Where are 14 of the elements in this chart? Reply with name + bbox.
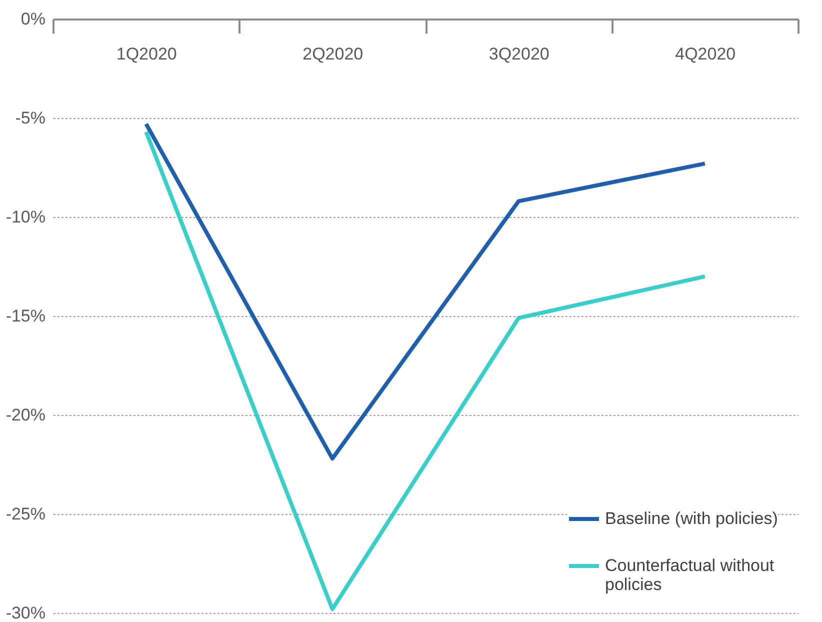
y-tick-label: -30% bbox=[6, 604, 46, 622]
y-tick-label: 0% bbox=[20, 10, 46, 28]
x-tick-label: 1Q2020 bbox=[116, 44, 177, 64]
x-tick-label: 2Q2020 bbox=[302, 44, 364, 64]
y-tick-label: -10% bbox=[6, 208, 46, 226]
x-tick-label: 3Q2020 bbox=[488, 44, 550, 64]
legend-label: Baseline (with policies) bbox=[605, 509, 778, 528]
y-tick-label: -25% bbox=[6, 504, 46, 524]
line-series bbox=[144, 122, 707, 461]
y-tick-label: -20% bbox=[6, 406, 46, 424]
y-tick-label: -15% bbox=[6, 306, 46, 326]
x-tick-label: 4Q2020 bbox=[675, 44, 736, 64]
legend-label: Counterfactual without policies bbox=[605, 556, 774, 594]
y-tick-label: -5% bbox=[15, 108, 46, 128]
